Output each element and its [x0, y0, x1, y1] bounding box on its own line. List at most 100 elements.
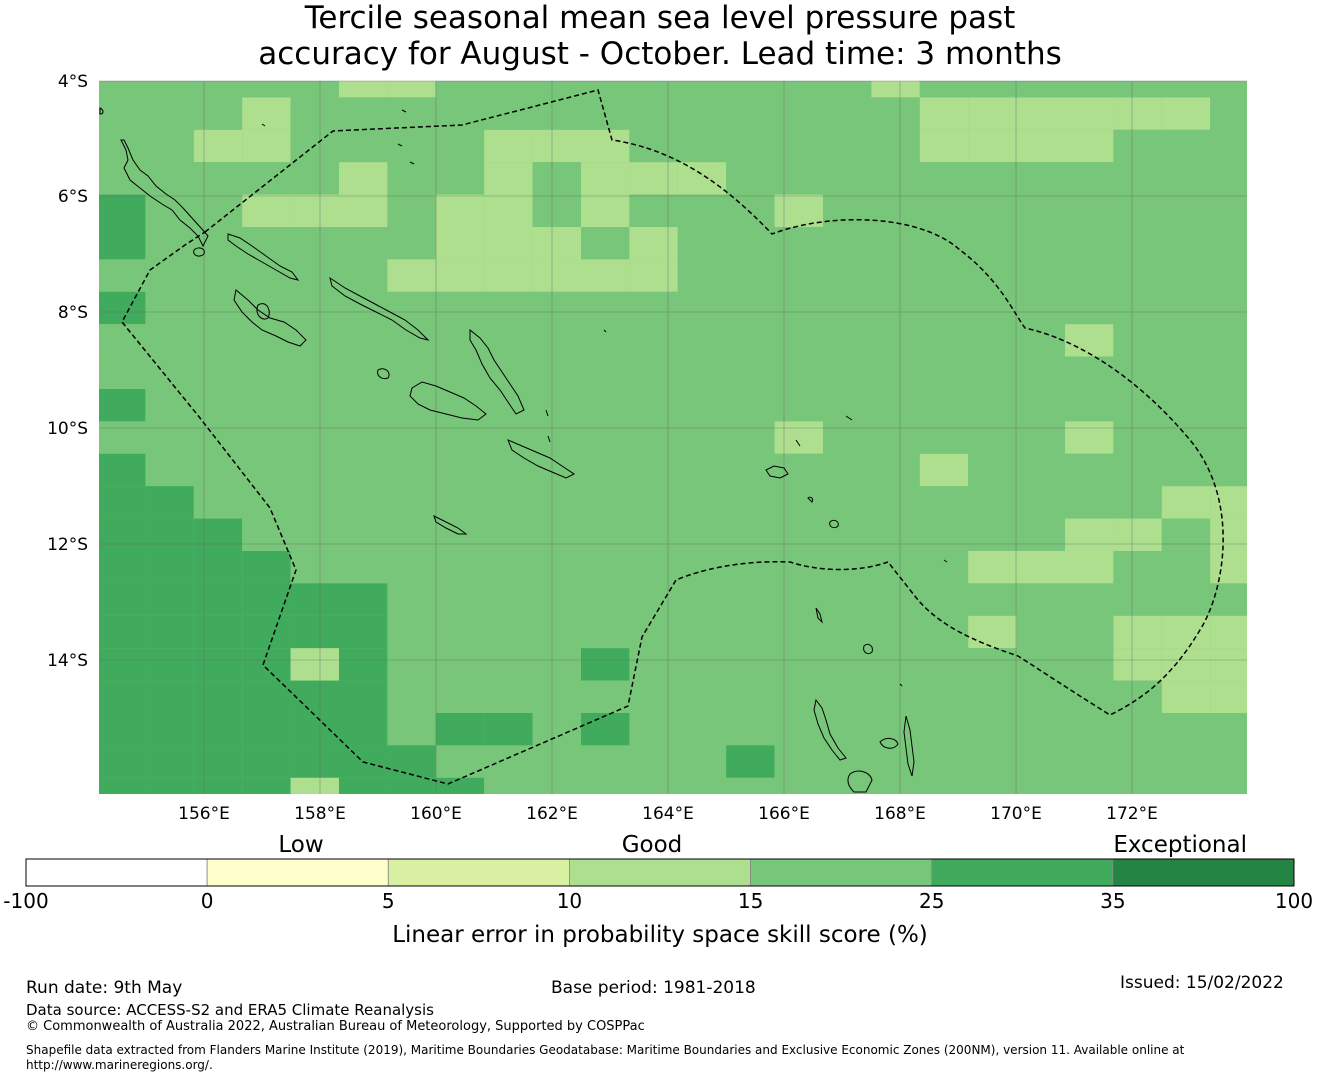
- skill-cell: [484, 227, 533, 260]
- skill-cell: [629, 453, 678, 487]
- skill-cell: [1065, 162, 1114, 195]
- skill-cell: [1210, 777, 1247, 794]
- skill-cell: [968, 389, 1017, 422]
- skill-cell: [823, 648, 872, 681]
- skill-cell: [339, 680, 388, 713]
- skill-cell: [774, 194, 823, 227]
- skill-cell: [871, 615, 920, 649]
- malaita-coast: [469, 328, 525, 415]
- skill-cell: [1065, 324, 1114, 357]
- skill-cell: [99, 453, 146, 487]
- skill-cell: [387, 259, 436, 292]
- colorbar-tick-label: 10: [557, 889, 582, 913]
- skill-cell: [532, 356, 581, 389]
- skill-cell: [242, 713, 291, 746]
- skill-cell: [919, 97, 969, 130]
- skill-cell: [435, 551, 485, 584]
- skill-cell: [726, 615, 775, 649]
- lon-tick-label: 156°E: [178, 804, 230, 824]
- skill-cell: [290, 551, 339, 584]
- skill-cell: [339, 259, 388, 292]
- skill-cell: [532, 486, 581, 519]
- skill-cell: [677, 356, 727, 389]
- skill-cell: [968, 583, 1017, 616]
- skill-cell: [435, 194, 485, 227]
- skill-cell: [871, 291, 920, 325]
- skill-cell: [1210, 356, 1247, 389]
- skill-cell: [774, 259, 823, 292]
- skill-cell: [1016, 713, 1065, 746]
- skill-cell: [1210, 745, 1247, 778]
- skill-cell: [1016, 194, 1065, 227]
- skill-cell: [1161, 291, 1211, 325]
- skill-cell: [339, 777, 388, 794]
- colorbar-segment: [206, 858, 389, 887]
- skill-cell: [774, 389, 823, 422]
- skill-cell: [435, 615, 485, 649]
- skill-cell: [823, 421, 872, 454]
- skill-cell: [339, 162, 388, 195]
- skill-cell: [435, 486, 485, 519]
- skill-cell: [1065, 583, 1114, 616]
- skill-cell: [290, 745, 339, 778]
- lon-tick-label: 160°E: [410, 804, 462, 824]
- skill-cell: [1210, 453, 1247, 487]
- skill-cell: [242, 162, 291, 195]
- skill-cell: [532, 162, 581, 195]
- skill-cell: [919, 162, 969, 195]
- skill-cell: [145, 615, 194, 649]
- skill-cell: [1161, 356, 1211, 389]
- skill-cell: [677, 259, 727, 292]
- skill-cell: [581, 615, 630, 649]
- skill-cell: [677, 81, 727, 98]
- rennell-coast: [433, 515, 468, 535]
- skill-cell: [99, 129, 146, 163]
- skill-cell: [726, 389, 775, 422]
- title-line-2: accuracy for August - October. Lead time…: [258, 36, 1062, 72]
- skill-cell: [99, 551, 146, 584]
- skill-cell: [871, 680, 920, 713]
- skill-cell: [1065, 194, 1114, 227]
- skill-cell: [823, 97, 872, 130]
- skill-cell: [1210, 259, 1247, 292]
- colorbar-tick-label: 15: [738, 889, 763, 913]
- colorbar-axis-label: Linear error in probability space skill …: [392, 922, 928, 948]
- skill-cell: [242, 324, 291, 357]
- skill-cell: [1113, 713, 1162, 746]
- skill-cell: [387, 551, 436, 584]
- skill-cell: [145, 453, 194, 487]
- skill-cell: [1210, 291, 1247, 325]
- skill-cell: [871, 162, 920, 195]
- skill-cell: [484, 486, 533, 519]
- map-axes: 156°E 158°E 160°E 162°E 164°E 166°E 168°E 170°E…: [47, 72, 1158, 824]
- skill-cell: [968, 81, 1017, 98]
- skill-cell: [1161, 324, 1211, 357]
- skill-cell: [871, 486, 920, 519]
- skill-cell: [1016, 648, 1065, 681]
- map-gridlines: [99, 80, 1247, 794]
- skill-cell: [968, 486, 1017, 519]
- skill-cell: [823, 615, 872, 649]
- ontong-java-coast: [261, 109, 607, 417]
- skill-cell: [1210, 615, 1247, 649]
- colorbar-tick-label: 35: [1100, 889, 1125, 913]
- skill-cell: [677, 680, 727, 713]
- skill-cell: [99, 194, 146, 227]
- skill-cell: [1161, 713, 1211, 746]
- colorbar-tick-label: 25: [919, 889, 944, 913]
- skill-cell: [629, 648, 678, 681]
- skill-cell: [1161, 259, 1211, 292]
- skill-cell: [435, 745, 485, 778]
- skill-cell: [774, 129, 823, 163]
- skill-cell: [726, 583, 775, 616]
- santa-isabel-coast: [329, 276, 430, 341]
- skill-cell: [919, 551, 969, 584]
- skill-cell: [774, 356, 823, 389]
- skill-cell: [193, 551, 243, 584]
- skill-cell: [1016, 583, 1065, 616]
- base-period: Base period: 1981-2018: [551, 978, 756, 998]
- skill-cell: [629, 162, 678, 195]
- skill-cell: [629, 97, 678, 130]
- skill-cell: [823, 194, 872, 227]
